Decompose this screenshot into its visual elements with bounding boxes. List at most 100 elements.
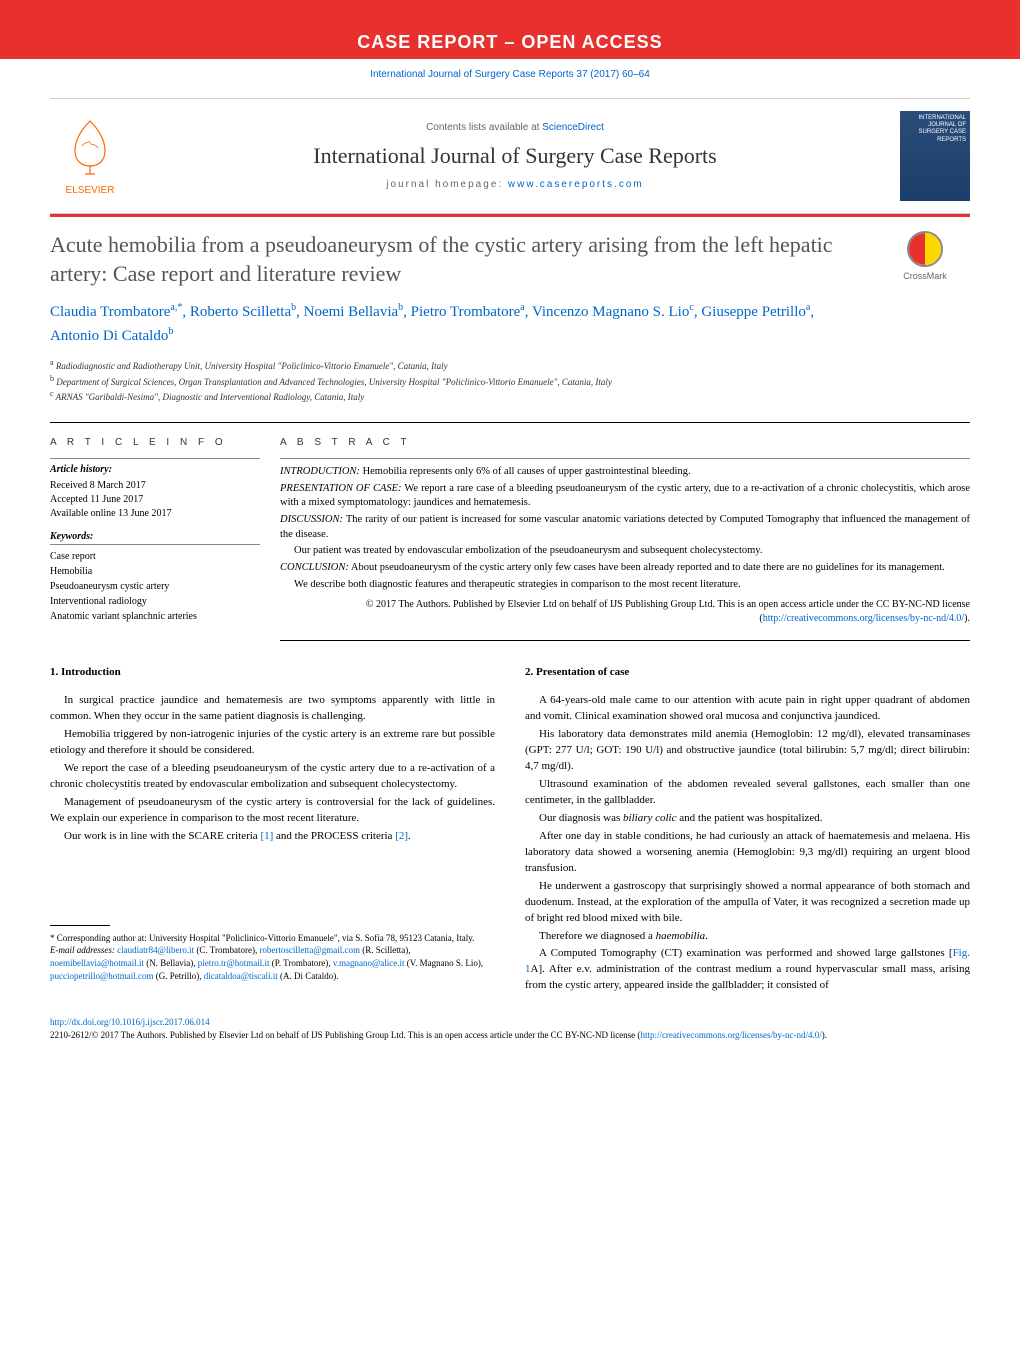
contents-prefix: Contents lists available at bbox=[426, 122, 542, 133]
abstract-disc-label: DISCUSSION: bbox=[280, 514, 343, 525]
case-diagnosis-para: Our diagnosis was biliary colic and the … bbox=[525, 811, 970, 827]
email-link[interactable]: claudiatr84@libero.it bbox=[117, 945, 194, 955]
abstract-intro-text: Hemobilia represents only 6% of all caus… bbox=[363, 466, 691, 477]
left-column: 1. Introduction In surgical practice jau… bbox=[50, 665, 495, 996]
article-info-column: A R T I C L E I N F O Article history: R… bbox=[50, 423, 280, 642]
article-header: Acute hemobilia from a pseudoaneurysm of… bbox=[50, 231, 970, 347]
case-report-banner: CASE REPORT – OPEN ACCESS bbox=[0, 26, 1020, 59]
keyword-item: Interventional radiology bbox=[50, 594, 260, 609]
keyword-item: Anatomic variant splanchnic arteries bbox=[50, 609, 260, 624]
case-diag-suffix: and the patient was hospitalized. bbox=[677, 812, 823, 824]
crossmark-badge[interactable]: CrossMark bbox=[880, 231, 970, 347]
ref-1-link[interactable]: [1] bbox=[260, 830, 273, 842]
page-footer: http://dx.doi.org/10.1016/j.ijscr.2017.0… bbox=[50, 1016, 970, 1041]
abstract-case-label: PRESENTATION OF CASE: bbox=[280, 483, 402, 494]
keywords-list: Case reportHemobiliaPseudoaneurysm cysti… bbox=[50, 544, 260, 624]
email-link[interactable]: v.magnano@alice.it bbox=[333, 958, 405, 968]
case-haemo-suffix: . bbox=[705, 930, 708, 942]
intro-para: Hemobilia triggered by non-iatrogenic in… bbox=[50, 727, 495, 759]
email-link[interactable]: pietro.tr@hotmail.it bbox=[198, 958, 270, 968]
affiliation-b: b Department of Surgical Sciences, Organ… bbox=[50, 373, 970, 389]
case-heading: 2. Presentation of case bbox=[525, 665, 970, 681]
case-ct-para: A Computed Tomography (CT) examination w… bbox=[525, 946, 970, 994]
thin-red-rule bbox=[50, 214, 970, 217]
case-ct-prefix: A Computed Tomography (CT) examination w… bbox=[539, 947, 953, 959]
email-link[interactable]: dicataldoa@tiscali.it bbox=[204, 971, 278, 981]
issn-copyright-line: 2210-2612/© 2017 The Authors. Published … bbox=[50, 1029, 970, 1042]
online-date: Available online 13 June 2017 bbox=[50, 507, 260, 521]
right-column: 2. Presentation of case A 64-years-old m… bbox=[525, 665, 970, 996]
introduction-heading: 1. Introduction bbox=[50, 665, 495, 681]
journal-header: ELSEVIER Contents lists available at Sci… bbox=[50, 98, 970, 214]
case-haemo-prefix: Therefore we diagnosed a bbox=[539, 930, 656, 942]
email-link[interactable]: noemibellavia@hotmail.it bbox=[50, 958, 144, 968]
info-abstract-row: A R T I C L E I N F O Article history: R… bbox=[50, 422, 970, 642]
abstract-conc2-text: We describe both diagnostic features and… bbox=[280, 578, 970, 593]
case-para: He underwent a gastroscopy that surprisi… bbox=[525, 879, 970, 927]
case-para: His laboratory data demonstrates mild an… bbox=[525, 727, 970, 775]
footnotes: * Corresponding author at: University Ho… bbox=[50, 932, 495, 982]
affiliation-c: c ARNAS "Garibaldi-Nesima", Diagnostic a… bbox=[50, 388, 970, 404]
article-info-heading: A R T I C L E I N F O bbox=[50, 437, 260, 448]
affiliation-a: a Radiodiagnostic and Radiotherapy Unit,… bbox=[50, 357, 970, 373]
case-ct-suffix: A]. After e.v. administration of the con… bbox=[525, 963, 970, 991]
keyword-item: Case report bbox=[50, 549, 260, 564]
elsevier-tree-icon bbox=[60, 116, 120, 176]
keyword-item: Pseudoaneurysm cystic artery bbox=[50, 579, 260, 594]
email-link[interactable]: pucciopetrillo@hotmail.com bbox=[50, 971, 154, 981]
affiliation-a-text: Radiodiagnostic and Radiotherapy Unit, U… bbox=[56, 361, 448, 371]
abstract-heading: A B S T R A C T bbox=[280, 437, 970, 448]
received-date: Received 8 March 2017 bbox=[50, 479, 260, 493]
header-center: Contents lists available at ScienceDirec… bbox=[150, 122, 880, 190]
case-haemobilia-para: Therefore we diagnosed a haemobilia. bbox=[525, 929, 970, 945]
abstract-intro-label: INTRODUCTION: bbox=[280, 466, 360, 477]
intro-para: We report the case of a bleeding pseudoa… bbox=[50, 761, 495, 793]
intro-para: In surgical practice jaundice and hemate… bbox=[50, 693, 495, 725]
journal-name: International Journal of Surgery Case Re… bbox=[150, 143, 880, 169]
intro-last-suffix: . bbox=[408, 830, 411, 842]
case-diag-italic: biliary colic bbox=[623, 812, 676, 824]
abstract-conc-label: CONCLUSION: bbox=[280, 562, 349, 573]
body-columns: 1. Introduction In surgical practice jau… bbox=[50, 665, 970, 996]
homepage-prefix: journal homepage: bbox=[386, 179, 508, 190]
case-para: Ultrasound examination of the abdomen re… bbox=[525, 777, 970, 809]
case-para: A 64-years-old male came to our attentio… bbox=[525, 693, 970, 725]
cc-license-link[interactable]: http://creativecommons.org/licenses/by-n… bbox=[763, 613, 964, 624]
sciencedirect-link[interactable]: ScienceDirect bbox=[542, 122, 604, 133]
affiliation-b-text: Department of Surgical Sciences, Organ T… bbox=[56, 377, 612, 387]
abstract-disc1-text: The rarity of our patient is increased f… bbox=[280, 514, 970, 540]
crossmark-label: CrossMark bbox=[880, 271, 970, 281]
keywords-label: Keywords: bbox=[50, 531, 260, 542]
email-addresses: E-mail addresses: claudiatr84@libero.it … bbox=[50, 944, 495, 982]
intro-last-prefix: Our work is in line with the SCARE crite… bbox=[64, 830, 260, 842]
issn-text: 2210-2612/© 2017 The Authors. Published … bbox=[50, 1030, 640, 1040]
ref-2-link[interactable]: [2] bbox=[395, 830, 408, 842]
elsevier-wordmark: ELSEVIER bbox=[50, 185, 130, 196]
affiliation-c-text: ARNAS "Garibaldi-Nesima", Diagnostic and… bbox=[56, 392, 365, 402]
abstract-column: A B S T R A C T INTRODUCTION: Hemobilia … bbox=[280, 423, 970, 642]
email-label: E-mail addresses: bbox=[50, 945, 115, 955]
abstract-body: INTRODUCTION: Hemobilia represents only … bbox=[280, 458, 970, 627]
issn-close: ). bbox=[822, 1030, 827, 1040]
intro-last-para: Our work is in line with the SCARE crite… bbox=[50, 829, 495, 845]
top-red-bar bbox=[0, 0, 1020, 26]
affiliations: a Radiodiagnostic and Radiotherapy Unit,… bbox=[50, 357, 970, 404]
case-diag-prefix: Our diagnosis was bbox=[539, 812, 623, 824]
doi-link[interactable]: http://dx.doi.org/10.1016/j.ijscr.2017.0… bbox=[50, 1017, 210, 1027]
case-para: After one day in stable conditions, he h… bbox=[525, 829, 970, 877]
footnote-separator bbox=[50, 925, 110, 926]
crossmark-icon bbox=[907, 231, 943, 267]
homepage-line: journal homepage: www.casereports.com bbox=[150, 179, 880, 190]
article-title: Acute hemobilia from a pseudoaneurysm of… bbox=[50, 231, 860, 288]
corresponding-author: * Corresponding author at: University Ho… bbox=[50, 932, 495, 945]
abstract-copyright: © 2017 The Authors. Published by Elsevie… bbox=[280, 598, 970, 626]
journal-cover-text: INTERNATIONAL JOURNAL OF SURGERY CASE RE… bbox=[900, 111, 970, 148]
accepted-date: Accepted 11 June 2017 bbox=[50, 493, 260, 507]
intro-para: Management of pseudoaneurysm of the cyst… bbox=[50, 795, 495, 827]
homepage-link[interactable]: www.casereports.com bbox=[508, 179, 644, 190]
abstract-disc2-text: Our patient was treated by endovascular … bbox=[280, 544, 970, 559]
keyword-item: Hemobilia bbox=[50, 564, 260, 579]
email-link[interactable]: robertoscilletta@gmail.com bbox=[259, 945, 360, 955]
footer-cc-link[interactable]: http://creativecommons.org/licenses/by-n… bbox=[640, 1030, 821, 1040]
elsevier-logo[interactable]: ELSEVIER bbox=[50, 116, 130, 196]
